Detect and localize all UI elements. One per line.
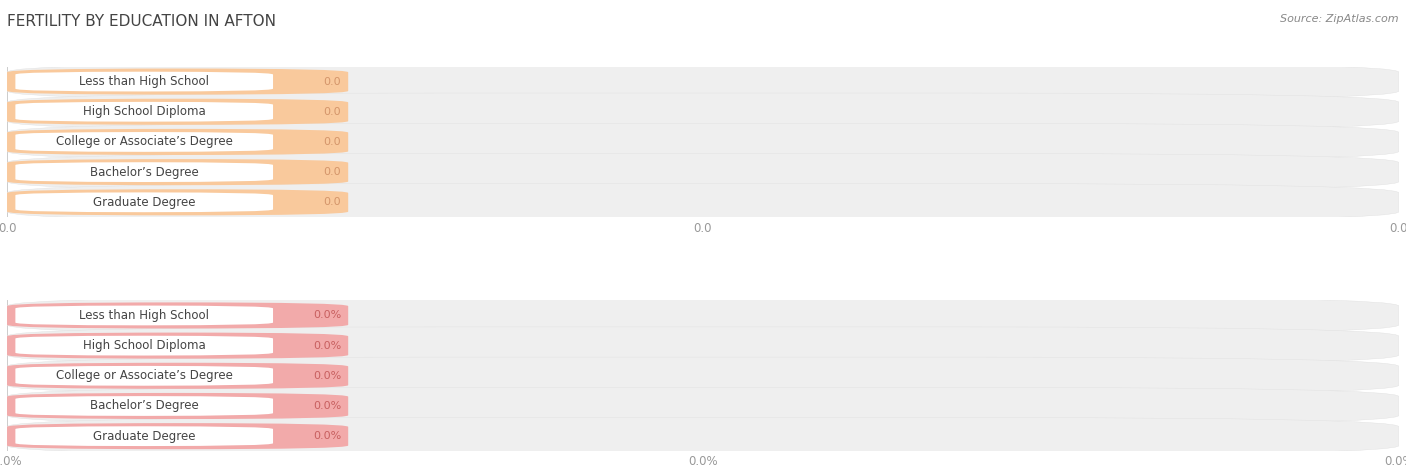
FancyBboxPatch shape [15, 336, 273, 355]
FancyBboxPatch shape [7, 303, 349, 329]
FancyBboxPatch shape [7, 123, 1399, 161]
Text: FERTILITY BY EDUCATION IN AFTON: FERTILITY BY EDUCATION IN AFTON [7, 14, 276, 29]
FancyBboxPatch shape [7, 153, 1399, 191]
FancyBboxPatch shape [7, 68, 349, 95]
Text: 0.0: 0.0 [323, 197, 342, 207]
FancyBboxPatch shape [7, 129, 349, 155]
FancyBboxPatch shape [7, 423, 349, 449]
Text: 0.0: 0.0 [323, 107, 342, 117]
FancyBboxPatch shape [7, 63, 1399, 100]
Text: 0.0%: 0.0% [314, 431, 342, 441]
Text: College or Associate’s Degree: College or Associate’s Degree [56, 369, 232, 382]
FancyBboxPatch shape [15, 72, 273, 92]
FancyBboxPatch shape [7, 327, 1399, 364]
FancyBboxPatch shape [7, 393, 349, 419]
FancyBboxPatch shape [15, 396, 273, 416]
Text: 0.0: 0.0 [323, 167, 342, 177]
FancyBboxPatch shape [7, 297, 1399, 334]
FancyBboxPatch shape [15, 426, 273, 446]
FancyBboxPatch shape [7, 189, 349, 215]
Text: High School Diploma: High School Diploma [83, 339, 205, 352]
Text: Source: ZipAtlas.com: Source: ZipAtlas.com [1281, 14, 1399, 24]
Text: 0.0%: 0.0% [314, 371, 342, 381]
Text: Less than High School: Less than High School [79, 309, 209, 322]
FancyBboxPatch shape [7, 93, 1399, 131]
Text: Graduate Degree: Graduate Degree [93, 430, 195, 443]
FancyBboxPatch shape [7, 418, 1399, 455]
Text: Bachelor’s Degree: Bachelor’s Degree [90, 399, 198, 412]
Text: College or Associate’s Degree: College or Associate’s Degree [56, 135, 232, 149]
Text: High School Diploma: High School Diploma [83, 105, 205, 118]
FancyBboxPatch shape [15, 102, 273, 122]
FancyBboxPatch shape [7, 387, 1399, 425]
Text: 0.0%: 0.0% [314, 401, 342, 411]
Text: 0.0: 0.0 [323, 137, 342, 147]
Text: 0.0: 0.0 [323, 76, 342, 86]
Text: Less than High School: Less than High School [79, 75, 209, 88]
FancyBboxPatch shape [7, 183, 1399, 221]
FancyBboxPatch shape [7, 99, 349, 125]
Text: 0.0%: 0.0% [314, 341, 342, 351]
FancyBboxPatch shape [15, 192, 273, 212]
FancyBboxPatch shape [7, 363, 349, 389]
Text: Graduate Degree: Graduate Degree [93, 196, 195, 209]
FancyBboxPatch shape [7, 357, 1399, 395]
FancyBboxPatch shape [15, 305, 273, 325]
FancyBboxPatch shape [15, 366, 273, 386]
FancyBboxPatch shape [15, 132, 273, 152]
FancyBboxPatch shape [7, 159, 349, 185]
Text: Bachelor’s Degree: Bachelor’s Degree [90, 166, 198, 179]
FancyBboxPatch shape [7, 332, 349, 359]
FancyBboxPatch shape [15, 162, 273, 182]
Text: 0.0%: 0.0% [314, 311, 342, 321]
